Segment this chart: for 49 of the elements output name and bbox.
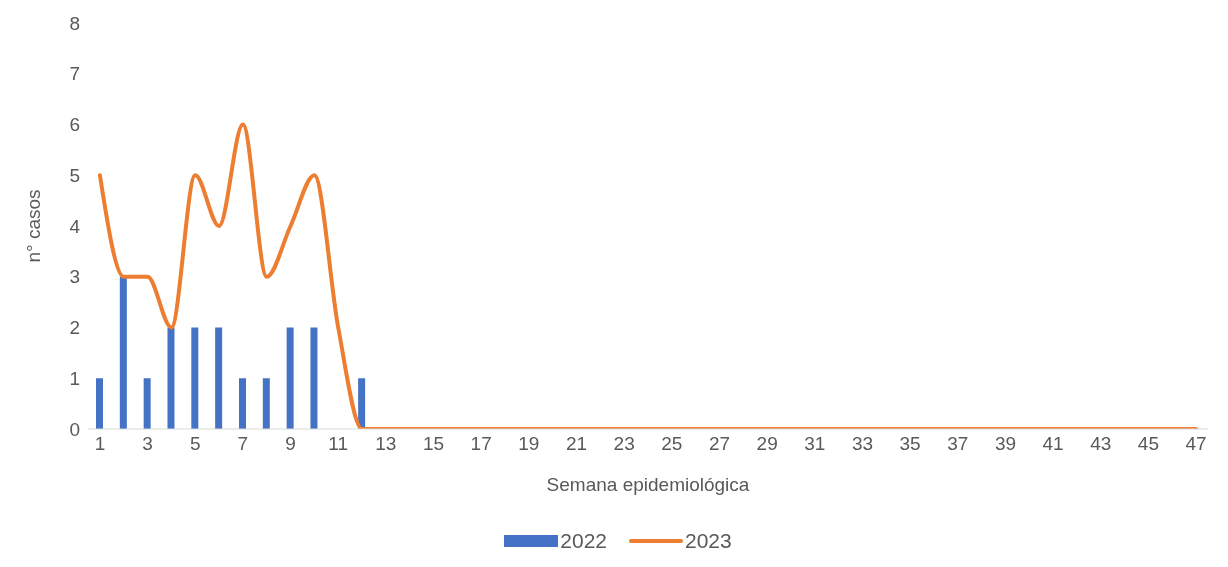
legend-label: 2023 [685,529,732,553]
y-tick-label: 5 [69,164,80,186]
x-tick-label: 3 [142,433,153,455]
x-tick-label: 5 [189,433,201,455]
bar [310,327,318,429]
line-series [97,122,1199,429]
x-tick-label: 45 [1137,433,1159,455]
x-tick-label: 43 [1090,433,1112,455]
y-tick-label: 1 [69,367,80,389]
bar [238,378,246,429]
bar [286,327,294,429]
x-tick-label: 15 [422,433,445,455]
y-tick-label: 7 [69,63,80,85]
bar [119,276,127,429]
legend-label: 2022 [560,529,607,553]
bar [96,378,103,429]
y-tick-label: 2 [69,317,80,339]
y-tick-label: 4 [69,215,81,237]
x-tick-label: 17 [470,433,492,455]
x-tick-label: 27 [708,433,731,455]
x-tick-label: 9 [285,433,296,455]
y-axis-title: n° casos [22,189,44,263]
bar [191,327,199,429]
x-tick-label: 25 [661,433,683,455]
bar [358,378,366,429]
x-tick-label: 29 [756,433,778,455]
x-tick-label: 31 [804,433,826,455]
x-tick-label: 39 [994,433,1017,455]
x-tick-label: 41 [1042,433,1064,455]
y-tick-label: 8 [69,12,80,34]
x-tick-label: 23 [613,433,635,455]
bar [262,378,270,429]
x-tick-label: 11 [328,433,349,455]
x-tick-label: 21 [565,433,588,455]
x-tick-label: 47 [1185,433,1207,455]
x-tick-label: 19 [518,433,540,455]
y-tick-label: 0 [69,418,80,440]
bar [143,378,151,429]
y-tick-label: 6 [69,114,80,136]
x-tick-label: 1 [94,433,106,455]
bar [167,327,175,429]
x-tick-label: 13 [375,433,397,455]
x-tick-label: 33 [851,433,874,455]
bar [215,327,223,429]
x-tick-label: 35 [899,433,921,455]
x-tick-label: 7 [237,433,249,455]
x-axis-title: Semana epidemiológica [546,474,750,495]
x-tick-label: 37 [947,433,969,455]
y-tick-label: 3 [69,266,80,288]
